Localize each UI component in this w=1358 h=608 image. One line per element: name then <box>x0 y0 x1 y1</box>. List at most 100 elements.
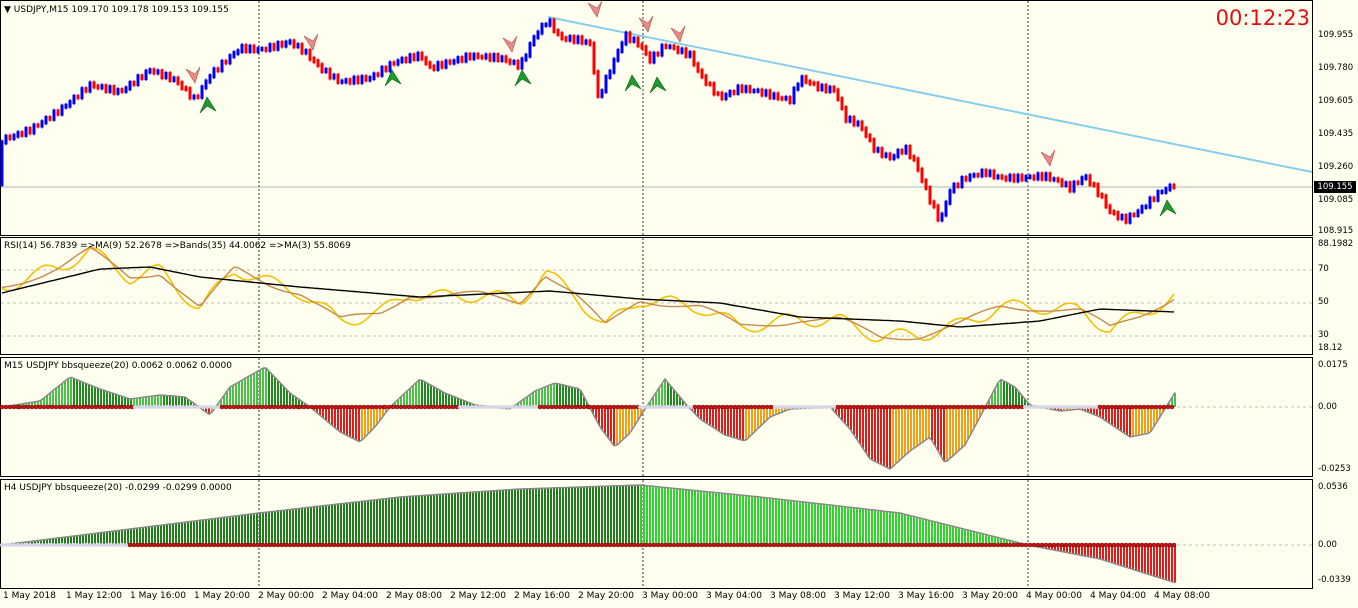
squeeze-dot <box>647 542 653 548</box>
squeeze-dot <box>29 404 35 410</box>
squeeze-dot <box>295 542 301 548</box>
squeeze-dot <box>773 405 777 409</box>
squeeze-dot <box>319 542 325 548</box>
squeeze-dot <box>1015 404 1021 410</box>
squeeze-dot <box>1075 405 1079 409</box>
squeeze-dot <box>124 543 128 547</box>
x-tick: 4 May 08:00 <box>1154 591 1210 601</box>
h4-squeeze-chart[interactable] <box>0 479 1358 589</box>
squeeze-dot <box>76 543 80 547</box>
squeeze-dot <box>161 405 165 409</box>
x-tick: 3 May 16:00 <box>898 591 954 601</box>
squeeze-dot <box>414 404 420 410</box>
candle <box>356 75 360 85</box>
squeeze-dot <box>383 542 389 548</box>
squeeze-dot <box>1125 404 1131 410</box>
squeeze-dot <box>805 405 809 409</box>
candle <box>1104 194 1108 209</box>
squeeze-dot <box>510 405 514 409</box>
candle <box>4 134 8 145</box>
candle <box>396 59 400 66</box>
candle <box>668 44 672 49</box>
candle <box>984 168 988 177</box>
price-chart[interactable] <box>0 0 1358 236</box>
candle <box>372 72 376 80</box>
squeeze-dot <box>959 404 965 410</box>
squeeze-dot <box>357 404 363 410</box>
candle <box>860 120 864 131</box>
candle <box>1040 172 1044 181</box>
candle <box>940 212 944 222</box>
squeeze-dot <box>438 404 444 410</box>
panel-border <box>0 479 1313 589</box>
price-panel[interactable]: ▼ USDJPY,M15 109.170 109.178 109.153 109… <box>0 0 1358 236</box>
squeeze-dot <box>999 404 1005 410</box>
squeeze-dot <box>447 542 453 548</box>
candle <box>280 40 284 48</box>
candle <box>380 65 384 77</box>
candle <box>644 45 648 56</box>
candle <box>824 83 828 94</box>
candle <box>1112 209 1116 216</box>
candle <box>1108 204 1112 214</box>
candle <box>388 61 392 73</box>
squeeze-dot <box>591 404 597 410</box>
squeeze-dot <box>1071 542 1077 548</box>
squeeze-dot <box>967 542 973 548</box>
candle <box>472 52 476 61</box>
squeeze-dot <box>20 543 24 547</box>
candle <box>1152 196 1156 202</box>
squeeze-dot <box>671 542 677 548</box>
rsi-bands-line <box>1 266 1175 328</box>
candle <box>712 82 716 96</box>
panel-border <box>0 357 1313 477</box>
squeeze-dot <box>147 542 153 548</box>
squeeze-dot <box>899 404 905 410</box>
squeeze-dot <box>995 542 1001 548</box>
squeeze-dot <box>827 542 833 548</box>
squeeze-dot <box>691 542 697 548</box>
squeeze-dot <box>475 542 481 548</box>
candle <box>112 85 116 95</box>
candle <box>800 75 804 87</box>
x-tick: 3 May 04:00 <box>706 591 762 601</box>
squeeze-dot <box>911 404 917 410</box>
rsi-panel[interactable]: RSI(14) 56.7839 =>MA(9) 52.2678 =>Bands(… <box>0 237 1358 355</box>
squeeze-dot <box>655 542 661 548</box>
candle <box>392 61 396 66</box>
squeeze-dot <box>1109 404 1115 410</box>
candle <box>924 178 928 190</box>
squeeze-dot <box>287 404 293 410</box>
rsi-chart[interactable] <box>0 237 1358 355</box>
squeeze-dot <box>112 543 116 547</box>
candle <box>568 35 572 42</box>
h4-squeeze-panel[interactable]: H4 USDJPY bbsqueeze(20) -0.0299 -0.0299 … <box>0 479 1358 589</box>
squeeze-dot <box>64 543 68 547</box>
candle <box>128 80 132 91</box>
bar-timer: 00:12:23 <box>1215 6 1310 30</box>
squeeze-dot <box>903 404 909 410</box>
squeeze-dot <box>279 542 285 548</box>
dropdown-triangle-icon[interactable]: ▼ <box>4 5 11 15</box>
squeeze-dot <box>255 542 261 548</box>
candle <box>456 56 460 64</box>
candle <box>696 62 700 73</box>
squeeze-dot <box>791 542 797 548</box>
candle <box>1032 174 1036 181</box>
x-tick: 1 May 16:00 <box>130 591 186 601</box>
candle <box>424 56 428 66</box>
candle <box>116 88 120 95</box>
candle <box>820 83 824 92</box>
squeeze-dot <box>654 405 658 409</box>
squeeze-dot <box>57 404 63 410</box>
candle <box>368 75 372 82</box>
m15-squeeze-chart[interactable] <box>0 357 1358 477</box>
squeeze-dot <box>442 404 448 410</box>
squeeze-dot <box>583 542 589 548</box>
squeeze-dot <box>803 542 809 548</box>
m15-squeeze-panel[interactable]: M15 USDJPY bbsqueeze(20) 0.0062 0.0062 0… <box>0 357 1358 477</box>
squeeze-dot <box>69 404 75 410</box>
candle <box>416 51 420 62</box>
squeeze-dot <box>40 543 44 547</box>
squeeze-dot <box>213 405 217 409</box>
